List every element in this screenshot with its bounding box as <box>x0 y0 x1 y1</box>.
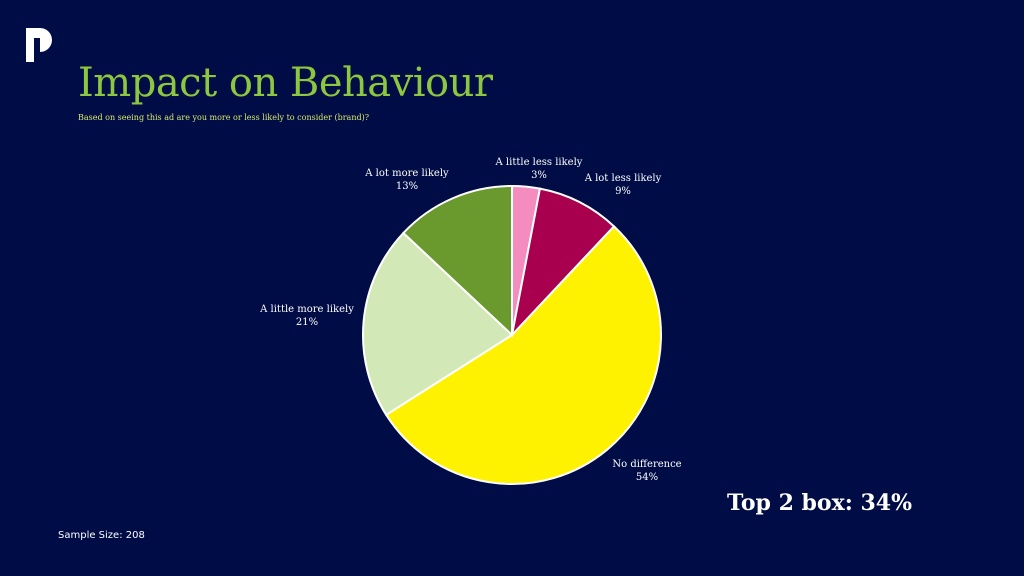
page-title: Impact on Behaviour <box>78 60 493 106</box>
slice-value-label: 13% <box>396 181 418 192</box>
page-subtitle: Based on seeing this ad are you more or … <box>78 113 370 122</box>
sample-size: Sample Size: 208 <box>58 530 145 541</box>
slice-value-label: 3% <box>531 170 547 181</box>
brand-logo-icon <box>26 28 52 62</box>
pie-slice-a-little-more-likely <box>362 231 514 417</box>
pie-slice-a-lot-less-likely <box>510 187 616 339</box>
slice-value-label: 21% <box>296 317 318 328</box>
slice-label: A lot more likely <box>364 168 449 179</box>
slice-label: A little more likely <box>259 304 354 315</box>
slice-label: A lot less likely <box>584 173 662 184</box>
pie-slice-no-difference <box>384 224 662 485</box>
top-2-box-summary: Top 2 box: 34% <box>727 490 913 516</box>
slice-label: A little less likely <box>495 157 583 168</box>
pie-slice-a-lot-more-likely <box>401 184 513 338</box>
slice-value-label: 9% <box>615 186 631 197</box>
slice-value-label: 54% <box>636 472 658 483</box>
slice-label: No difference <box>612 459 681 470</box>
